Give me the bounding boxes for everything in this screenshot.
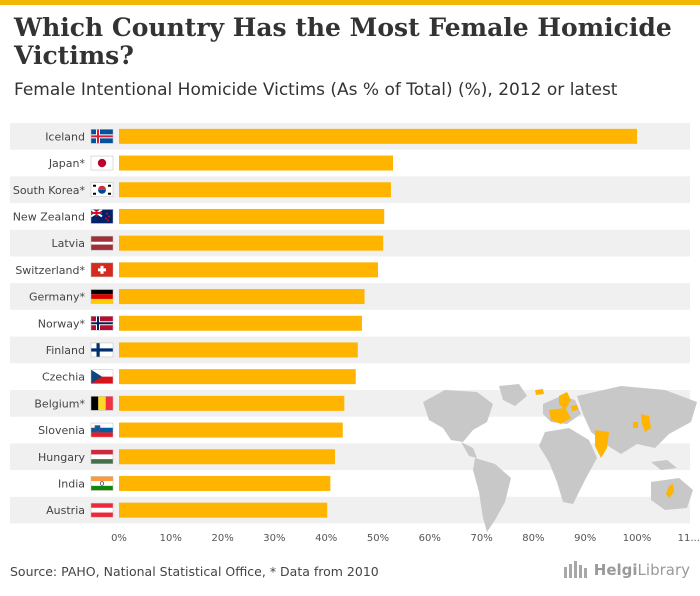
- flag-slovenia-icon: [90, 422, 114, 438]
- bar: [119, 128, 637, 144]
- flag-japan-icon: [90, 155, 114, 171]
- world-map: [423, 384, 697, 532]
- brand-logo: HelgiLibrary: [563, 561, 690, 579]
- map-highlight-norway-finland: [559, 392, 571, 410]
- x-tick-label: 10%: [160, 533, 182, 544]
- flag-germany-icon: [90, 289, 114, 304]
- category-label: Iceland: [45, 130, 85, 143]
- category-label: Slovenia: [38, 424, 85, 437]
- category-label: Latvia: [52, 237, 86, 250]
- bar: [119, 289, 365, 305]
- bar: [119, 342, 358, 358]
- bar: [119, 369, 356, 385]
- flag-latvia-icon: [90, 235, 114, 251]
- map-highlight-iceland: [535, 389, 544, 395]
- category-label: South Korea*: [13, 184, 86, 197]
- x-tick-label: 40%: [315, 533, 337, 544]
- bar: [119, 449, 336, 465]
- category-label: Czechia: [42, 371, 85, 384]
- x-tick-label: 80%: [522, 533, 544, 544]
- bar-chart: Iceland Japan* South Korea* New Zealand Latv…: [10, 123, 700, 544]
- bar: [119, 182, 391, 198]
- bar: [119, 395, 345, 411]
- category-label: Germany*: [29, 291, 86, 304]
- brand-suffix: Library: [637, 561, 690, 579]
- map-land: [651, 460, 677, 470]
- bar: [119, 502, 328, 518]
- map-highlight-india: [595, 430, 609, 458]
- x-tick-label: 11...: [678, 533, 700, 544]
- flag-belgium-icon: [90, 396, 114, 411]
- category-label: Belgium*: [34, 397, 85, 410]
- helgi-library-icon: [563, 561, 587, 578]
- flag-switzerland-icon: [90, 262, 114, 278]
- x-tick-label: 50%: [367, 533, 389, 544]
- map-highlight-latvia: [571, 405, 578, 411]
- top-accent-bar: [0, 0, 700, 5]
- map-highlight-japan: [641, 414, 651, 432]
- map-land: [473, 458, 511, 532]
- map-land: [423, 390, 493, 442]
- brand-prefix: Helgi: [593, 561, 638, 579]
- flag-india-icon: [90, 476, 114, 491]
- category-label: Finland: [46, 344, 85, 357]
- flag-finland-icon: [90, 342, 114, 358]
- category-label: Switzerland*: [15, 264, 85, 277]
- bar: [119, 262, 378, 278]
- chart-title: Which Country Has the Most Female Homici…: [14, 13, 672, 70]
- x-tick-label: 70%: [470, 533, 492, 544]
- source-note: Source: PAHO, National Statistical Offic…: [10, 564, 379, 579]
- map-highlight-new-zealand: [666, 484, 674, 498]
- category-label: Japan*: [48, 157, 86, 170]
- x-tick-label: 30%: [263, 533, 285, 544]
- chart-subtitle: Female Intentional Homicide Victims (As …: [14, 80, 618, 100]
- flag-iceland-icon: [90, 129, 114, 144]
- x-tick-label: 20%: [211, 533, 233, 544]
- bar: [119, 422, 343, 438]
- map-highlight-south-korea: [633, 422, 638, 428]
- flag-hungary-icon: [90, 449, 114, 464]
- map-highlight-central-europe: [549, 408, 571, 424]
- bar: [119, 475, 331, 491]
- bar: [119, 235, 384, 251]
- category-label: Norway*: [38, 317, 86, 330]
- category-label: Austria: [46, 504, 85, 517]
- flag-austria-icon: [90, 502, 114, 518]
- bar: [119, 208, 385, 224]
- map-land: [539, 428, 597, 504]
- map-land: [499, 384, 527, 406]
- flag-new-zealand-icon: [90, 208, 114, 224]
- x-tick-label: 60%: [419, 533, 441, 544]
- flag-czechia-icon: [90, 369, 114, 384]
- x-tick-label: 0%: [111, 533, 127, 544]
- x-tick-label: 100%: [623, 533, 652, 544]
- x-tick-label: 90%: [574, 533, 596, 544]
- bar: [119, 155, 394, 171]
- category-label: India: [58, 477, 85, 490]
- bar: [119, 315, 362, 331]
- map-land: [461, 442, 477, 458]
- category-label: New Zealand: [13, 210, 85, 223]
- category-label: Hungary: [38, 451, 85, 464]
- flag-south-korea-icon: [90, 182, 114, 197]
- flag-norway-icon: [90, 316, 114, 331]
